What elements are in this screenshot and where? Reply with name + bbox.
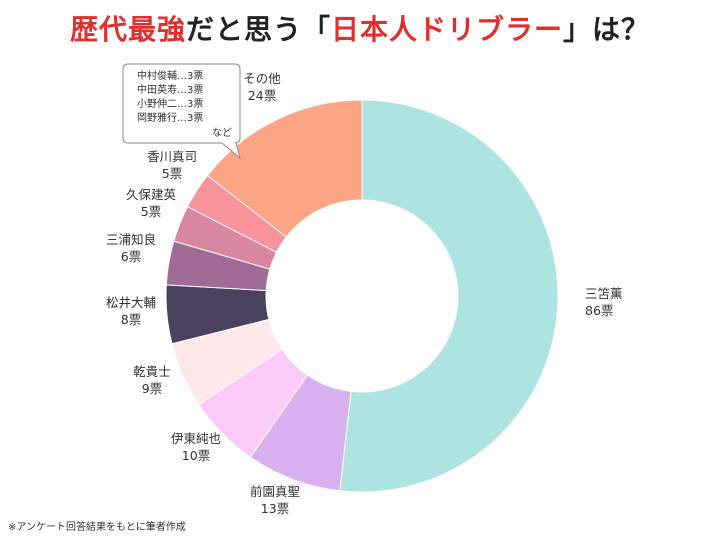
callout-box	[122, 63, 241, 160]
slice-name: その他	[243, 71, 281, 86]
slice-label: 前園真聖 13票	[250, 484, 301, 516]
slice-name: 松井大輔	[106, 295, 156, 310]
chart-title: 歴代最強だと思う「日本人ドリブラー」は？	[0, 8, 720, 48]
slice-name: 三笘薫	[585, 286, 623, 301]
slice-name: 伊東純也	[171, 431, 221, 446]
slice-value: 5票	[141, 204, 161, 219]
slice-label: 松井大輔 8票	[106, 295, 156, 327]
title-prefix: 歴代最強	[69, 13, 186, 46]
slice-value: 9票	[142, 381, 162, 396]
slice-value: 8票	[121, 312, 141, 327]
donut-slices	[165, 99, 559, 493]
donut-slice	[206, 99, 363, 238]
slice-value: 5票	[162, 166, 182, 181]
callout-line: 中田英寿…3票	[137, 83, 203, 96]
slice-name: 香川真司	[147, 149, 197, 164]
slice-value: 6票	[121, 249, 141, 264]
footnote: ※アンケート回答結果をもとに筆者作成	[8, 522, 186, 533]
callout-tail: など	[212, 127, 232, 139]
slice-value: 13票	[261, 501, 289, 516]
title-middle: だと思う「	[185, 13, 331, 46]
title-highlight: 日本人ドリブラー	[331, 13, 564, 46]
slice-name: 久保建英	[126, 187, 177, 202]
others-callout: 中村俊輔…3票 中田英寿…3票 小野伸二…3票 岡野雅行…3票 など	[122, 63, 241, 160]
slice-label: 三笘薫 86票	[585, 286, 623, 318]
donut-slice	[339, 99, 559, 493]
slice-label: 三浦知良 6票	[106, 232, 156, 264]
callout-line: 小野伸二…3票	[137, 98, 203, 110]
slice-name: 乾貴士	[133, 364, 171, 379]
title-suffix: 」は？	[563, 13, 651, 46]
slice-label: 伊東純也 10票	[171, 431, 221, 463]
callout-line: 岡野雅行…3票	[137, 111, 203, 124]
slice-label: 乾貴士 9票	[133, 364, 171, 396]
slice-label: 久保建英 5票	[126, 187, 177, 219]
callout-line: 中村俊輔…3票	[137, 69, 203, 82]
slice-value: 86票	[585, 303, 613, 318]
slice-name: 前園真聖	[250, 484, 301, 499]
slice-value: 24票	[248, 88, 276, 103]
slice-label: 香川真司 5票	[147, 149, 197, 181]
slice-value: 10票	[182, 448, 210, 463]
slice-label: その他 24票	[243, 71, 281, 103]
slice-name: 三浦知良	[106, 232, 156, 247]
